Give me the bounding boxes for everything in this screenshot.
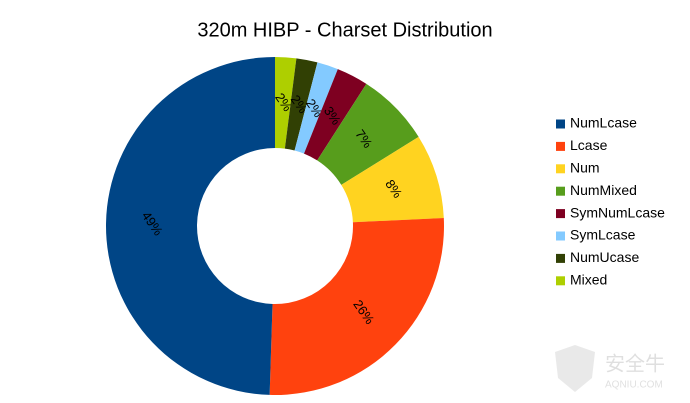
watermark-logo xyxy=(555,345,595,392)
donut-slice xyxy=(275,57,297,149)
legend-label: Num xyxy=(570,160,600,176)
watermark: 安全牛 AQNIU.COM xyxy=(555,345,665,392)
donut-slice xyxy=(106,57,275,395)
donut-slice xyxy=(317,83,419,185)
legend-label: NumLcase xyxy=(570,115,637,131)
watermark-text: 安全牛 xyxy=(605,352,665,375)
legend-label: Mixed xyxy=(570,272,607,288)
legend-label: SymLcase xyxy=(570,227,636,243)
legend-swatch xyxy=(556,209,565,219)
donut-slice xyxy=(294,62,338,154)
watermark-subtext: AQNIU.COM xyxy=(605,380,663,391)
legend-label: NumUcase xyxy=(570,249,639,265)
chart-title: 320m HIBP - Charset Distribution xyxy=(197,19,492,41)
legend-swatch xyxy=(556,253,565,263)
legend-swatch xyxy=(556,276,565,286)
donut-slice xyxy=(269,217,444,396)
legend-swatch xyxy=(556,164,565,174)
donut-slice xyxy=(303,69,367,161)
donut-slice xyxy=(341,136,444,223)
legend-swatch xyxy=(556,119,565,129)
legend-label: Lcase xyxy=(570,137,608,153)
legend-swatch xyxy=(556,186,565,196)
donut-slice xyxy=(284,58,318,151)
legend-label: SymNumLcase xyxy=(570,204,665,220)
legend-label: NumMixed xyxy=(570,182,637,198)
legend-swatch xyxy=(556,231,565,241)
legend-swatch xyxy=(556,141,565,151)
